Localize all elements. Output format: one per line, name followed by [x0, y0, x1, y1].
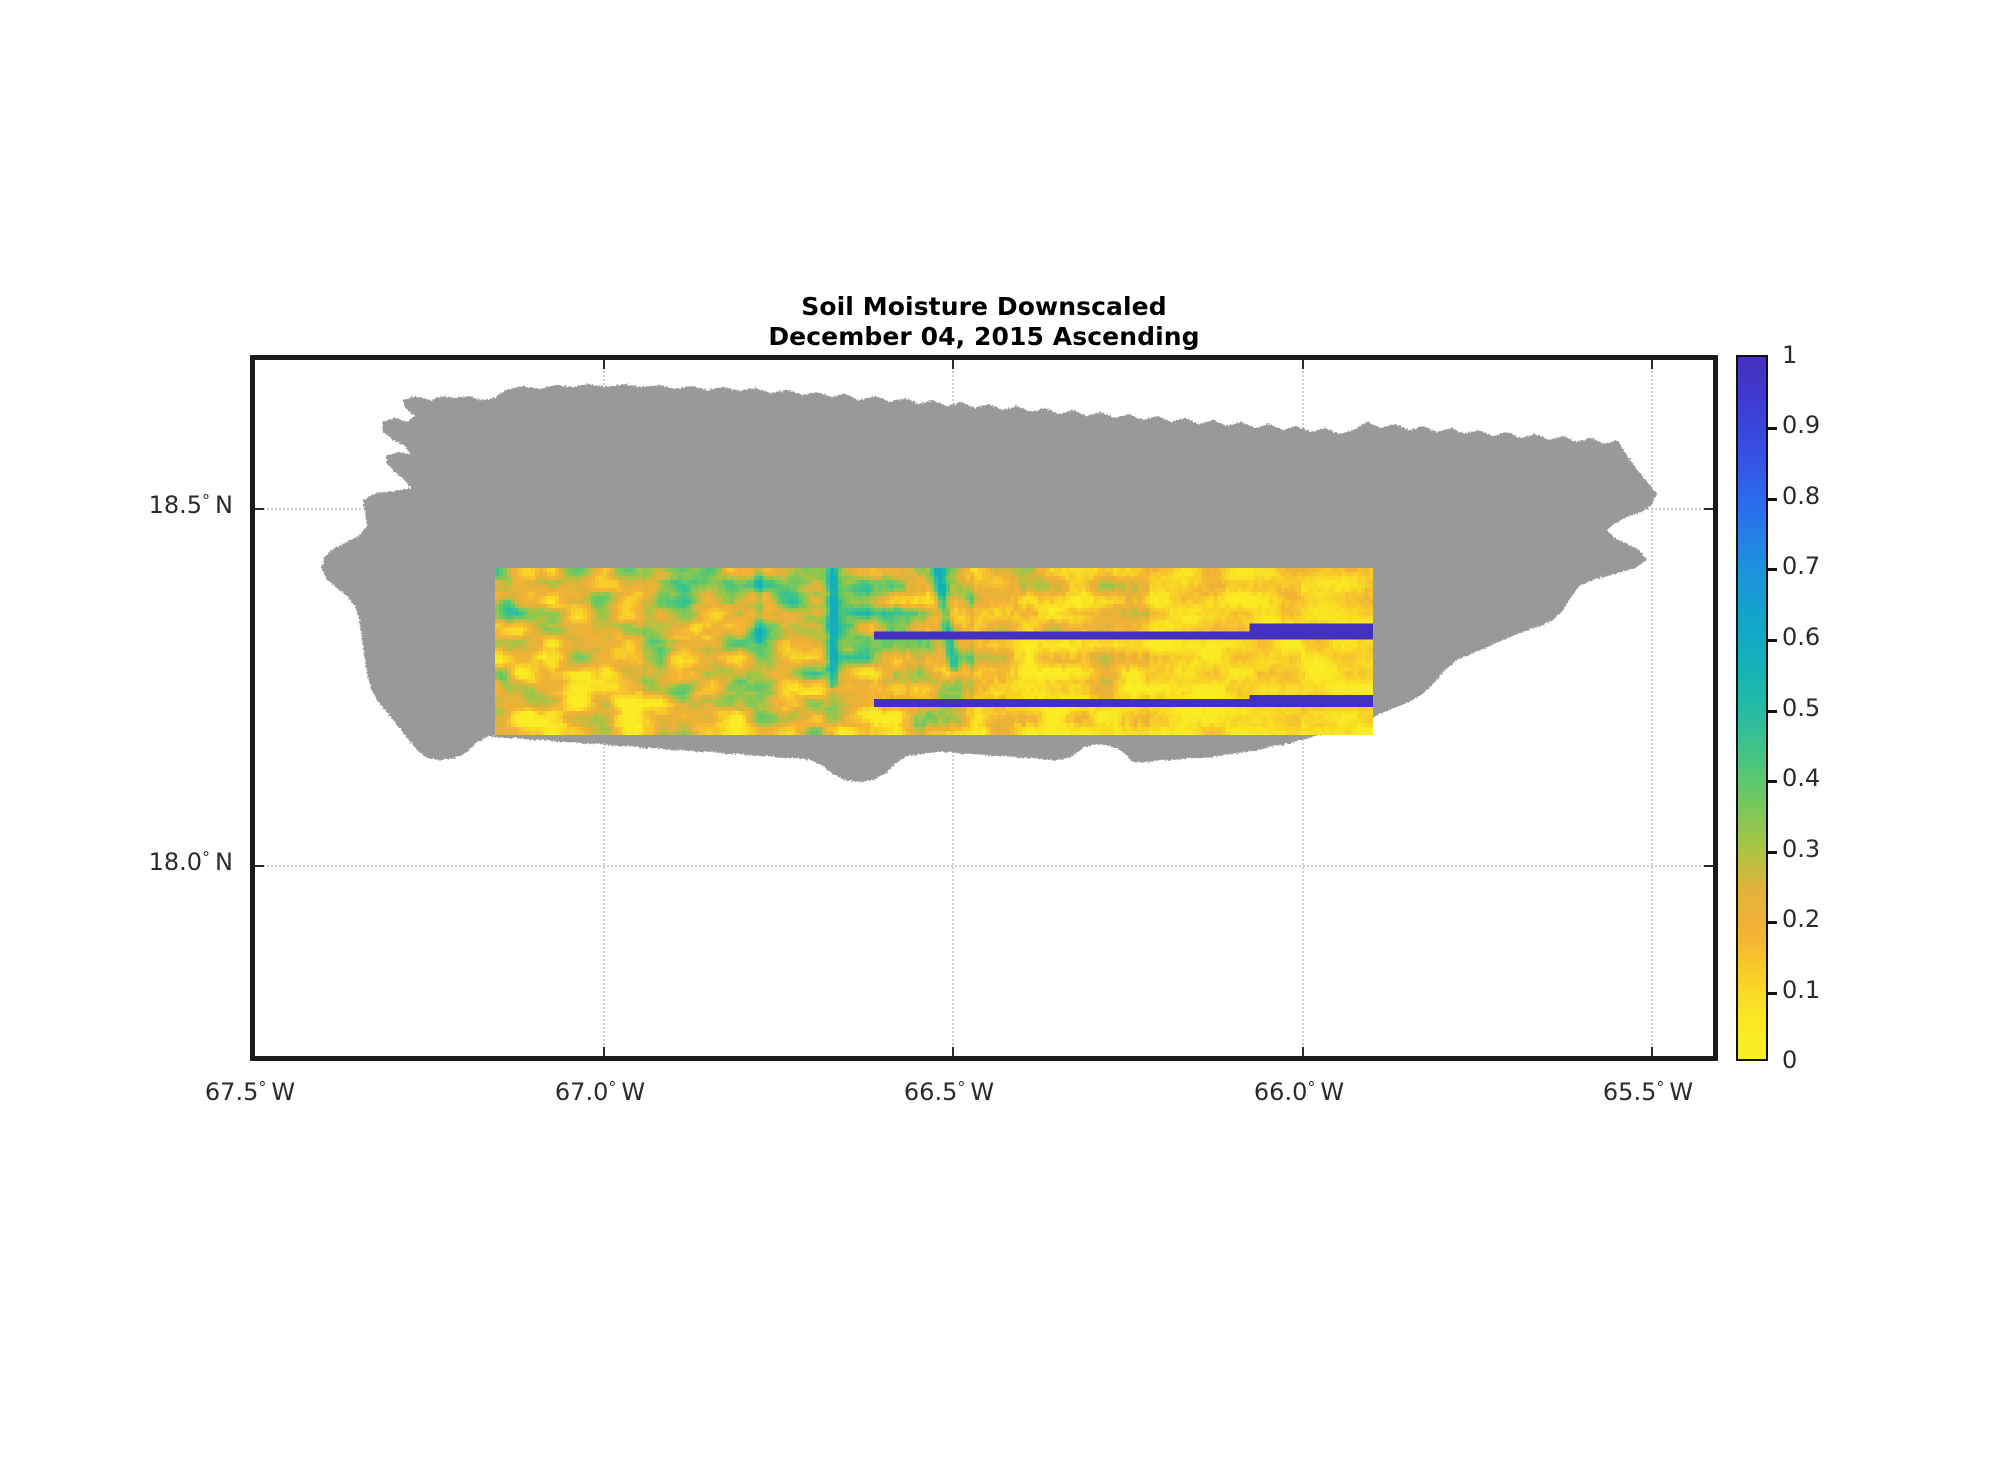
cbtick-0.1 — [1766, 992, 1777, 995]
cbtick-label-0.6: 0.6 — [1782, 623, 1821, 651]
cbtick-0.8 — [1766, 498, 1777, 501]
cbtick-0.5 — [1766, 710, 1777, 713]
soil-moisture-raster — [495, 568, 1373, 735]
xtick-bottom-67.0 — [603, 1047, 605, 1056]
cbtick-label-0.3: 0.3 — [1782, 835, 1821, 863]
map-axes — [250, 355, 1718, 1061]
cbtick-0.3 — [1766, 851, 1777, 854]
cbtick-label-0.5: 0.5 — [1782, 694, 1821, 722]
cbtick-0.4 — [1766, 780, 1777, 783]
xtick-label-67.5: 67.5° W — [204, 1078, 296, 1106]
xtick-bottom-66.0 — [1302, 1047, 1304, 1056]
title-line-1: Soil Moisture Downscaled — [801, 292, 1167, 321]
cbtick-label-0.1: 0.1 — [1782, 976, 1821, 1004]
ytick-label-18.5: 18.5° N — [148, 491, 233, 519]
xtick-label-66.5: 66.5° W — [903, 1078, 995, 1106]
xtick-bottom-66.5 — [952, 1047, 954, 1056]
cbtick-0.7 — [1766, 568, 1777, 571]
cbtick-label-0.8: 0.8 — [1782, 482, 1821, 510]
gridline-lon-65.5 — [1651, 360, 1653, 1056]
cbtick-label-0.9: 0.9 — [1782, 411, 1821, 439]
colorbar — [1736, 355, 1777, 1061]
xtick-label-67.0: 67.0° W — [554, 1078, 646, 1106]
chart-title: Soil Moisture Downscaled December 04, 20… — [250, 292, 1718, 351]
xtick-label-65.5: 65.5° W — [1602, 1078, 1694, 1106]
cbtick-0.6 — [1766, 639, 1777, 642]
cbtick-0.2 — [1766, 921, 1777, 924]
soil-moisture-canvas — [495, 568, 1373, 735]
cbtick-label-1: 1 — [1782, 341, 1798, 369]
xtick-top-65.5 — [1651, 360, 1653, 369]
xtick-top-66.5 — [952, 360, 954, 369]
ytick-label-18.0: 18.0° N — [148, 848, 233, 876]
ytick-right-18.5 — [1704, 508, 1713, 510]
xtick-bottom-65.5 — [1651, 1047, 1653, 1056]
cbtick-label-0.7: 0.7 — [1782, 552, 1821, 580]
cbtick-label-0.4: 0.4 — [1782, 764, 1821, 792]
ytick-right-18.0 — [1704, 865, 1713, 867]
ytick-left-18.0 — [255, 865, 264, 867]
map-plot-area — [255, 360, 1713, 1056]
ytick-left-18.5 — [255, 508, 264, 510]
colorbar-gradient — [1738, 357, 1766, 1059]
title-line-2: December 04, 2015 Ascending — [768, 321, 1200, 351]
xtick-label-66.0: 66.0° W — [1253, 1078, 1345, 1106]
gridline-lat-18.0 — [255, 865, 1713, 867]
xtick-top-67.0 — [603, 360, 605, 369]
cbtick-0.9 — [1766, 427, 1777, 430]
cbtick-label-0: 0 — [1782, 1046, 1798, 1074]
cbtick-label-0.2: 0.2 — [1782, 905, 1821, 933]
xtick-top-66.0 — [1302, 360, 1304, 369]
